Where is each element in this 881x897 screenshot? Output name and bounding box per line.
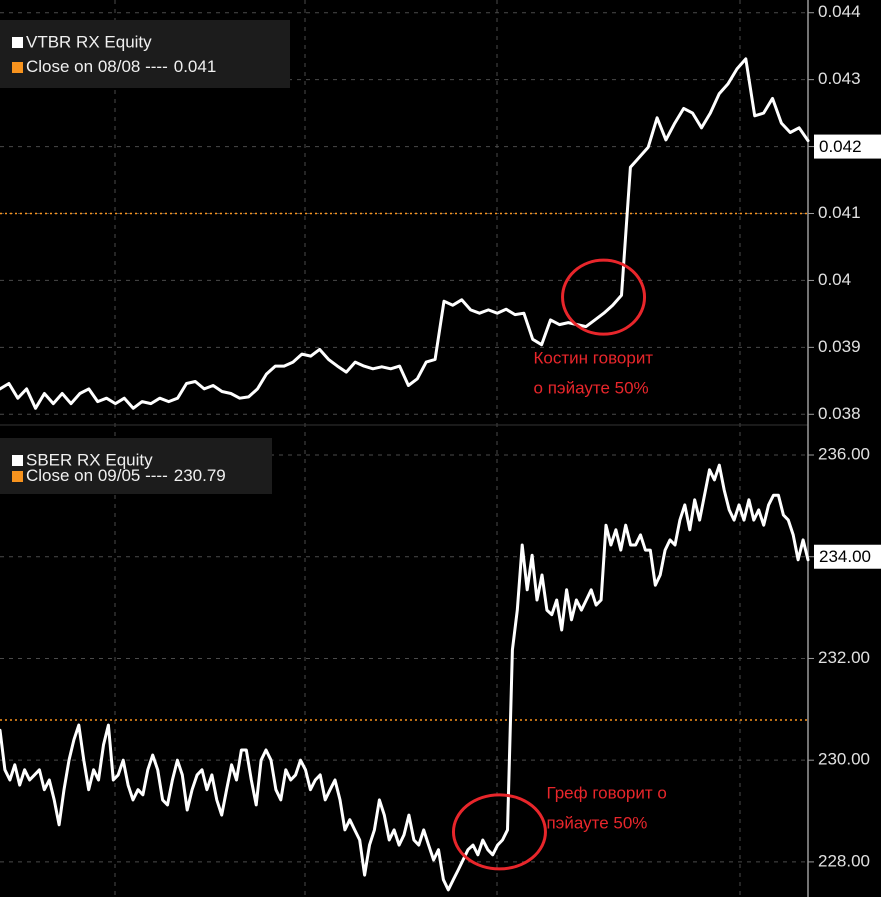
last-value-label: 234.00 [819,547,871,566]
highlight-circle [561,258,647,336]
legend-close-value: 230.79 [174,466,226,485]
legend-close-label: Close on 08/08 ---- [26,57,168,76]
legend-icon [12,455,23,466]
annotation: пэйауте 50% [546,813,647,832]
annotation: Костин говорит [534,349,654,368]
legend-series-name: SBER RX Equity [26,450,153,469]
y-tick-label: 236.00 [818,444,870,463]
vertical-grid [114,0,741,897]
legend-icon [12,62,23,73]
y-tick-label: 0.04 [818,270,851,289]
legend-box [0,20,290,88]
y-tick-label: 0.043 [818,69,861,88]
y-tick-label: 0.041 [818,203,861,222]
legend-series-name: VTBR RX Equity [26,32,152,51]
y-tick-label: 232.00 [818,648,870,667]
y-tick-label: 230.00 [818,750,870,769]
last-value-tag [814,134,881,159]
y-tick-label: 228.00 [818,851,870,870]
price-line [0,57,810,410]
y-tick-label: 0.044 [818,2,861,21]
y-tick-label: 0.039 [818,337,861,356]
last-value-tag [814,544,881,569]
highlight-circle [451,793,547,871]
annotation: Греф говорит о [546,783,666,802]
annotation: о пэйауте 50% [534,379,649,398]
legend-box [0,438,272,494]
price-line [0,463,810,892]
legend-icon [12,37,23,48]
y-tick-label: 0.038 [818,404,861,423]
legend-close-label: Close on 09/05 ---- [26,466,168,485]
legend-icon [12,471,23,482]
legend-close: Close on 09/05 ---- 230.79 [26,466,226,485]
legend-close-value: 0.041 [174,57,217,76]
last-value-label: 0.042 [819,137,862,156]
legend-close: Close on 08/08 ---- 0.041 [26,57,216,76]
